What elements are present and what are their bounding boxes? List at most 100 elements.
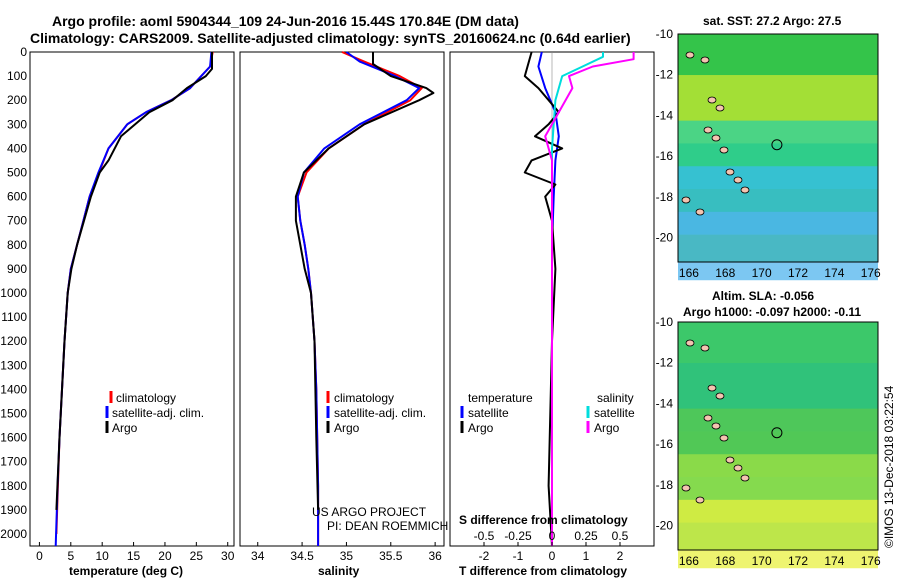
x-tick-label: -2	[479, 549, 490, 563]
island-shape	[740, 474, 750, 482]
map-lon-label: 168	[715, 266, 735, 280]
map-lat-label: -14	[656, 396, 674, 410]
depth-tick-label: 1500	[0, 406, 27, 420]
island-shape	[707, 96, 717, 104]
map-lat-label: -16	[656, 437, 674, 451]
depth-tick-label: 1800	[0, 479, 27, 493]
depth-tick-label: 1200	[0, 334, 27, 348]
island-shape	[733, 464, 743, 472]
sst-map-title: sat. SST: 27.2 Argo: 27.5	[703, 14, 842, 28]
salinity-plot	[294, 51, 435, 546]
x-tick-label: 5	[67, 549, 74, 563]
map-axis-ticks: -10 -12 -14 -16 -18 -20 166 168 170 172 174 176 -10 -…	[656, 27, 881, 568]
salinity-panel	[239, 51, 445, 547]
salinity-legend: climatology satellite-adj. clim. Argo	[326, 391, 426, 435]
map-lon-label: 176	[861, 554, 881, 568]
island-shape	[695, 208, 705, 216]
legend-label: satellite-adj. clim.	[112, 406, 204, 420]
sla-map-title-2: Argo h1000: -0.097 h2000: -0.11	[683, 305, 861, 319]
x-tick-label: 30	[221, 549, 235, 563]
depth-tick-label: 1700	[0, 455, 27, 469]
map-lon-label: 176	[861, 266, 881, 280]
map-lon-label: 170	[752, 266, 772, 280]
x-tick-label: -1	[513, 549, 524, 563]
island-shape	[707, 384, 717, 392]
x-tick-label: 34	[251, 549, 265, 563]
map-lat-label: -18	[656, 190, 674, 204]
map-lat-label: -12	[656, 68, 674, 82]
map-lon-label: 174	[824, 554, 844, 568]
s-tick-label: 0.5	[612, 529, 629, 543]
island-shape	[681, 484, 691, 492]
legend-label: satellite	[468, 406, 509, 420]
difference-legend: temperature salinity satellite Argo sate…	[460, 391, 635, 435]
depth-tick-label: 1100	[1, 310, 27, 324]
map-lon-label: 174	[824, 266, 844, 280]
x-tick-label: 25	[190, 549, 204, 563]
title-line-1: Argo profile: aoml 5904344_109 24-Jun-20…	[52, 13, 519, 29]
x-tick-label: 2	[617, 549, 624, 563]
x-tick-label: 0	[549, 549, 556, 563]
map-frame	[677, 321, 879, 551]
map-lat-label: -16	[656, 149, 674, 163]
x-tick-label: 15	[127, 549, 141, 563]
island-shape	[703, 414, 713, 422]
island-shape	[685, 339, 695, 347]
depth-tick-label: 900	[7, 262, 27, 276]
map-lat-label: -20	[656, 519, 674, 533]
map-lat-label: -10	[656, 315, 674, 329]
depth-tick-label: 0	[20, 45, 27, 59]
s-difference-label: S difference from climatology	[459, 513, 628, 527]
island-shape	[711, 134, 721, 142]
island-shape	[700, 344, 710, 352]
s-tick-label: 0	[549, 529, 556, 543]
island-shape	[681, 196, 691, 204]
island-shape	[685, 51, 695, 59]
map-lat-label: -10	[656, 27, 674, 41]
map-frame	[677, 33, 879, 263]
x-tick-label: 36	[428, 549, 442, 563]
legend-label: satellite	[594, 406, 635, 420]
float-position-marker	[771, 139, 783, 151]
series-line-salinity-argo	[544, 52, 635, 546]
island-shape	[715, 104, 725, 112]
s-tick-label: 0.25	[574, 529, 598, 543]
island-shape	[719, 434, 729, 442]
difference-plot	[523, 51, 635, 547]
depth-tick-label: 500	[7, 165, 27, 179]
temperature-panel	[29, 51, 235, 547]
map-lat-label: -20	[656, 231, 674, 245]
s-difference-ticks: -0.5 -0.25 0 0.25 0.5	[474, 529, 629, 543]
x-tick-label: 35	[340, 549, 354, 563]
float-position-marker	[771, 427, 783, 439]
series-line-argo	[294, 52, 435, 510]
depth-tick-label: 1600	[0, 431, 27, 445]
depth-tick-label: 100	[7, 69, 27, 83]
x-tick-label: 10	[96, 549, 110, 563]
sst-map	[677, 33, 879, 281]
depth-tick-label: 300	[7, 117, 27, 131]
temperature-plot	[54, 51, 214, 547]
island-shape	[715, 392, 725, 400]
depth-tick-label: 700	[7, 214, 27, 228]
island-shape	[719, 146, 729, 154]
depth-tick-label: 1300	[0, 358, 27, 372]
legend-label: climatology	[334, 391, 394, 405]
legend-label: Argo	[334, 421, 360, 435]
depth-tick-label: 200	[7, 93, 27, 107]
depth-tick-label: 2000	[0, 527, 27, 541]
sla-map	[677, 321, 879, 569]
island-shape	[725, 456, 735, 464]
legend-label: satellite-adj. clim.	[334, 406, 426, 420]
map-lon-label: 166	[679, 554, 699, 568]
x-tick-label: 35.5	[379, 549, 403, 563]
map-lon-label: 172	[788, 266, 808, 280]
map-lat-label: -14	[656, 108, 674, 122]
temperature-axis-label: temperature (deg C)	[69, 564, 183, 578]
temperature-legend: climatology satellite-adj. clim. Argo	[105, 391, 204, 435]
legend-title-temperature: temperature	[468, 391, 533, 405]
map-color-band	[678, 211, 878, 281]
depth-axis-ticks: 0 100 200 300 400 500 600 700 800 900 1000 1100 1200…	[0, 45, 654, 541]
